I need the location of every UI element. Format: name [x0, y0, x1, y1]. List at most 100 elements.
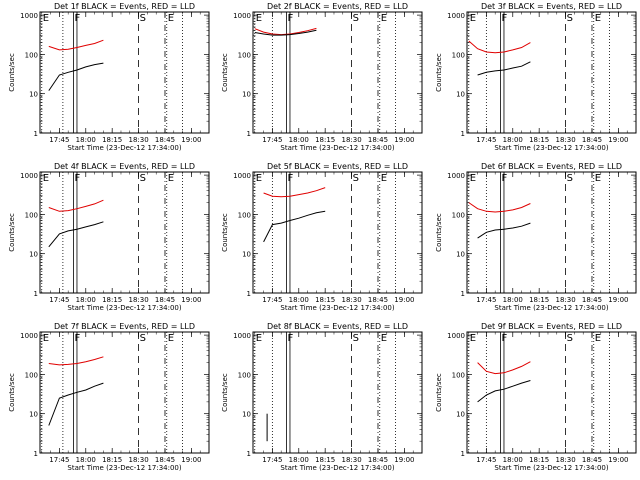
- x-tick-label: 19:00: [394, 136, 414, 144]
- x-tick-label: 19:00: [608, 136, 628, 144]
- x-axis-label: Start Time (23-Dec-12 17:34:00): [67, 144, 181, 152]
- events-series-line: [48, 221, 104, 248]
- x-tick-label: 18:00: [76, 136, 96, 144]
- y-tick-label: 1000: [447, 172, 465, 180]
- marker-label: S: [140, 13, 146, 24]
- x-tick-label: 17:45: [49, 136, 69, 144]
- y-axis-label: Counts/sec: [435, 373, 443, 412]
- events-series-line: [477, 61, 531, 76]
- marker-label: S: [140, 173, 146, 184]
- x-tick-label: 18:15: [315, 456, 335, 464]
- plot-title: Det 1f BLACK = Events, RED = LLD: [54, 2, 195, 11]
- x-tick-label: 18:45: [155, 136, 175, 144]
- marker-label: E: [168, 173, 174, 184]
- marker-label: F: [74, 13, 80, 24]
- y-tick-label: 10: [456, 251, 465, 259]
- x-tick-label: 18:00: [503, 136, 523, 144]
- x-tick-label: 18:15: [529, 296, 549, 304]
- x-tick-label: 17:45: [49, 296, 69, 304]
- x-tick-label: 17:45: [476, 456, 496, 464]
- plot-title: Det 8f BLACK = Events, RED = LLD: [267, 322, 408, 331]
- y-tick-label: 10: [242, 251, 251, 259]
- y-tick-label: 10: [29, 251, 38, 259]
- y-tick-label: 100: [238, 211, 251, 219]
- x-axis-label: Start Time (23-Dec-12 17:34:00): [280, 304, 394, 312]
- detector-plot-3: Det 3f BLACK = Events, RED = LLD Counts/s…: [435, 2, 637, 152]
- plot-title: Det 2f BLACK = Events, RED = LLD: [267, 2, 408, 11]
- y-tick-label: 100: [25, 211, 38, 219]
- detector-plot-4: Det 4f BLACK = Events, RED = LLD Counts/s…: [8, 162, 210, 312]
- x-tick-label: 17:45: [262, 136, 282, 144]
- y-tick-label: 1: [34, 290, 38, 298]
- plot-frame: [39, 171, 210, 294]
- lld-series-line: [254, 27, 317, 36]
- x-tick-label: 17:45: [262, 296, 282, 304]
- x-tick-label: 18:00: [503, 456, 523, 464]
- x-tick-label: 18:30: [555, 456, 575, 464]
- x-tick-label: 18:30: [341, 456, 361, 464]
- detector-plot-8: Det 8f BLACK = Events, RED = LLD Counts/s…: [221, 322, 423, 472]
- marker-label: S: [140, 333, 146, 344]
- y-tick-label: 1000: [447, 12, 465, 20]
- x-tick-label: 18:00: [289, 456, 309, 464]
- y-tick-label: 100: [452, 51, 465, 59]
- marker-label: S: [353, 13, 359, 24]
- marker-label: E: [256, 13, 262, 24]
- y-tick-label: 1: [461, 290, 465, 298]
- x-tick-label: 18:00: [289, 296, 309, 304]
- y-tick-label: 10: [242, 91, 251, 99]
- y-tick-label: 10: [456, 91, 465, 99]
- x-tick-label: 18:30: [341, 136, 361, 144]
- marker-label: E: [595, 173, 601, 184]
- marker-label: F: [74, 173, 80, 184]
- x-tick-label: 18:45: [368, 136, 388, 144]
- marker-label: E: [595, 13, 601, 24]
- y-tick-label: 1: [247, 290, 251, 298]
- y-tick-label: 10: [242, 411, 251, 419]
- events-series-line: [477, 380, 531, 403]
- plot-frame: [39, 331, 210, 454]
- marker-label: S: [567, 13, 573, 24]
- y-tick-label: 1000: [447, 332, 465, 340]
- marker-label: E: [43, 13, 49, 24]
- x-axis-label: Start Time (23-Dec-12 17:34:00): [494, 144, 608, 152]
- y-axis-label: Counts/sec: [8, 213, 16, 252]
- lld-series-line: [263, 187, 326, 198]
- marker-label: E: [470, 333, 476, 344]
- marker-label: E: [168, 333, 174, 344]
- lld-series-line: [477, 361, 531, 375]
- plot-title: Det 7f BLACK = Events, RED = LLD: [54, 322, 195, 331]
- x-tick-label: 17:45: [476, 296, 496, 304]
- y-axis-label: Counts/sec: [435, 213, 443, 252]
- marker-label: F: [501, 173, 507, 184]
- detector-plot-7: Det 7f BLACK = Events, RED = LLD Counts/s…: [8, 322, 210, 472]
- x-axis-label: Start Time (23-Dec-12 17:34:00): [494, 464, 608, 472]
- plot-frame: [39, 11, 210, 134]
- x-tick-label: 18:00: [76, 296, 96, 304]
- plot-title: Det 3f BLACK = Events, RED = LLD: [481, 2, 622, 11]
- marker-label: F: [501, 333, 507, 344]
- marker-label: E: [381, 173, 387, 184]
- x-tick-label: 18:15: [102, 136, 122, 144]
- x-tick-label: 18:15: [529, 456, 549, 464]
- x-tick-label: 18:45: [582, 456, 602, 464]
- y-axis-label: Counts/sec: [221, 53, 229, 92]
- marker-label: E: [381, 13, 387, 24]
- x-tick-label: 18:15: [315, 136, 335, 144]
- x-axis-label: Start Time (23-Dec-12 17:34:00): [67, 304, 181, 312]
- marker-label: F: [501, 13, 507, 24]
- y-axis-label: Counts/sec: [435, 53, 443, 92]
- x-axis-label: Start Time (23-Dec-12 17:34:00): [280, 144, 394, 152]
- x-axis-label: Start Time (23-Dec-12 17:34:00): [494, 304, 608, 312]
- detector-plot-5: Det 5f BLACK = Events, RED = LLD Counts/s…: [221, 162, 423, 312]
- plot-frame: [252, 171, 423, 294]
- x-tick-label: 19:00: [608, 456, 628, 464]
- marker-label: S: [353, 333, 359, 344]
- marker-label: E: [470, 173, 476, 184]
- marker-label: E: [168, 13, 174, 24]
- x-tick-label: 19:00: [181, 456, 201, 464]
- lld-series-line: [48, 356, 104, 366]
- marker-label: E: [595, 333, 601, 344]
- x-tick-label: 18:30: [128, 456, 148, 464]
- marker-label: E: [381, 333, 387, 344]
